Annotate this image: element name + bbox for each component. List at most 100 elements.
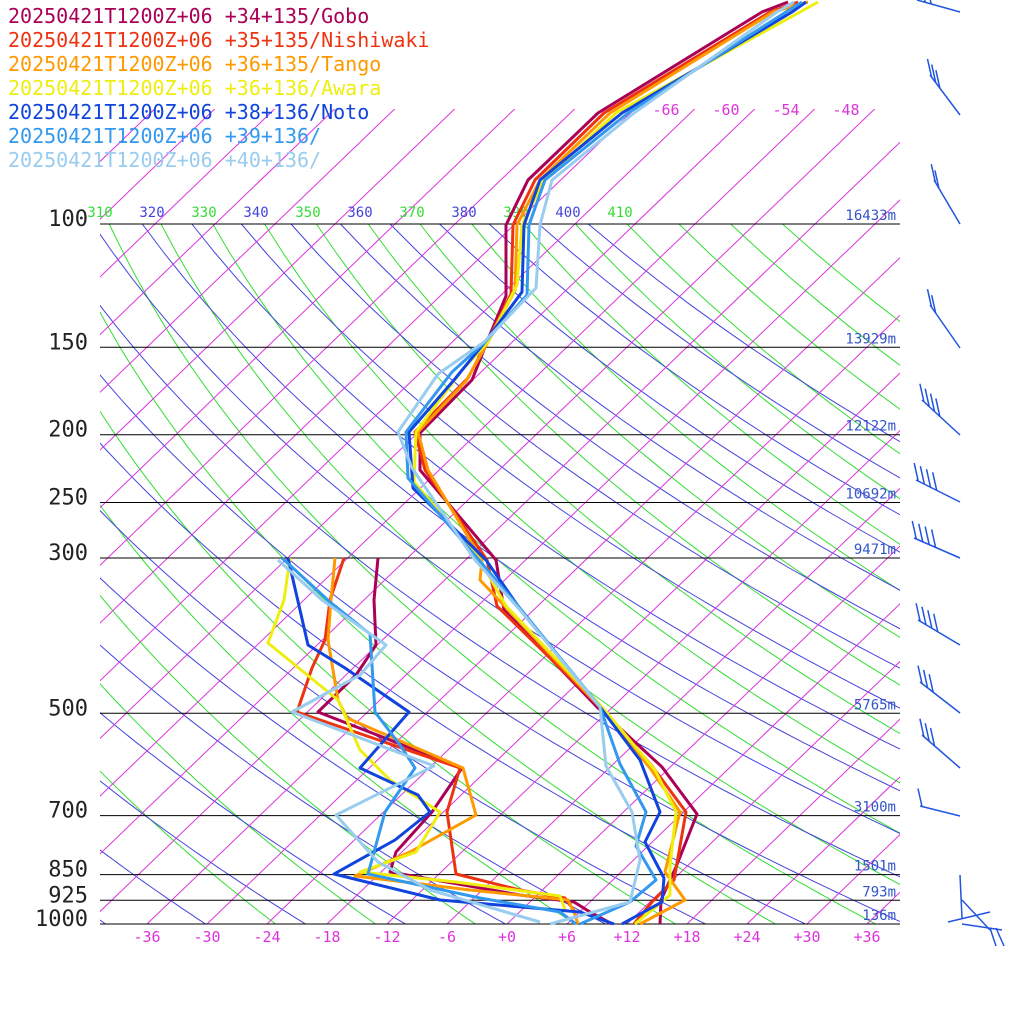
isotherm-label: -60 [712,101,739,119]
theta-label: 350 [295,205,320,221]
wind-barb-feather [914,463,918,481]
wind-barb-staff [922,735,960,768]
wind-barb-feather [916,603,920,621]
wind-barb-staff [930,305,960,348]
wind-barb-feather [927,469,931,487]
wind-barb-feather [933,472,937,490]
theta-line [472,224,1024,924]
theta-e-line [539,224,1024,924]
x-tick-label: +36 [853,928,880,946]
wind-barb-feather [919,524,923,542]
theta-e-line [0,224,206,924]
height-label: 16433m [845,208,896,224]
isotherm-line [207,42,1024,924]
pressure-tick-label: 1000 [35,907,88,932]
wind-barb-feather [918,666,922,684]
theta-e-line [142,224,1024,924]
wind-barb-feather [918,789,922,807]
isotherm-line [27,42,944,924]
isotherm-line [0,42,884,924]
x-tick-label: +12 [613,928,640,946]
isotherm-line [0,42,284,924]
x-tick-label: +30 [793,928,820,946]
theta-e-line [390,224,1024,924]
height-label: 9471m [854,542,896,558]
isotherm-line [867,42,1024,924]
isotherm-line [927,42,1024,924]
wind-barb-staff [914,538,960,558]
theta-e-line [0,224,306,924]
wind-barb-staff [920,806,960,816]
wind-barb-feather [928,289,932,307]
x-tick-label: +24 [733,928,760,946]
x-tick-label: -36 [133,928,160,946]
legend: 20250421T1200Z+06 +34+135/Gobo20250421T1… [8,4,429,172]
isotherm-lines [0,42,1024,924]
pressure-tick-label: 850 [48,858,88,883]
pressure-tick-label: 500 [48,696,88,721]
x-tick-label: +18 [673,928,700,946]
x-tick-label: -6 [438,928,456,946]
legend-entry: 20250421T1200Z+06 +35+135/Nishiwaki [8,28,429,52]
isotherm-line [147,42,1024,924]
x-tick-label: +6 [558,928,576,946]
wind-barb-feather [920,384,924,402]
isotherm-line [687,42,1024,924]
theta-e-line [588,224,1024,924]
wind-barb-feather [920,719,924,737]
theta-label: 330 [191,205,216,221]
temperature-line [418,2,808,924]
x-tick-label: -12 [373,928,400,946]
pressure-tick-label: 100 [48,207,88,232]
theta-label: 310 [87,205,112,221]
theta-label: 370 [399,205,424,221]
legend-entry: 20250421T1200Z+06 +34+135/Gobo [8,4,369,28]
isotherm-line [0,42,704,924]
wind-barb-staff [930,75,960,115]
isotherm-label: -48 [832,101,859,119]
theta-label: 360 [347,205,372,221]
theta-line [731,224,1024,924]
height-label: 3100m [854,800,896,816]
theta-label: 400 [555,205,580,221]
wind-barb-feather [931,164,935,182]
height-label: 12122m [845,419,896,435]
height-label: 10692m [845,487,896,503]
x-tick-label: +0 [498,928,516,946]
pressure-tick-label: 700 [48,799,88,824]
legend-entry: 20250421T1200Z+06 +36+135/Tango [8,52,381,76]
wind-barb-staff [920,682,960,713]
legend-entry: 20250421T1200Z+06 +39+136/ [8,124,321,148]
wind-barb-feather [928,59,932,77]
isotherm-line [987,42,1024,924]
wind-barb-staff [917,0,960,12]
theta-label: 410 [607,205,632,221]
wind-barb-feather [912,521,916,539]
wind-barb-feather [996,928,1004,946]
pressure-tick-label: 300 [48,541,88,566]
dewpoint-line [318,558,612,924]
x-tick-label: -18 [313,928,340,946]
legend-entry: 20250421T1200Z+06 +36+136/Awara [8,76,381,100]
theta-e-line [489,224,1024,924]
wind-barbs [912,0,1004,946]
isotherm-label: -54 [772,101,799,119]
legend-entry: 20250421T1200Z+06 +40+136/ [8,148,321,172]
dewpoint-line [282,558,576,924]
pressure-tick-label: 150 [48,330,88,355]
x-tick-label: -30 [193,928,220,946]
theta-line [783,224,1024,924]
isotherm-line [0,42,224,924]
height-label: 793m [862,884,896,900]
isotherm-line [747,42,1024,924]
x-tick-label: -24 [253,928,280,946]
wind-barb-feather [990,928,996,946]
pressure-tick-label: 200 [48,418,88,443]
wind-barb-surface [948,912,990,922]
isotherm-line [0,42,344,924]
theta-e-line [440,224,1024,924]
wind-barb-feather [925,527,929,545]
wind-barb-staff [922,400,960,435]
wind-barb-surface [960,875,962,918]
